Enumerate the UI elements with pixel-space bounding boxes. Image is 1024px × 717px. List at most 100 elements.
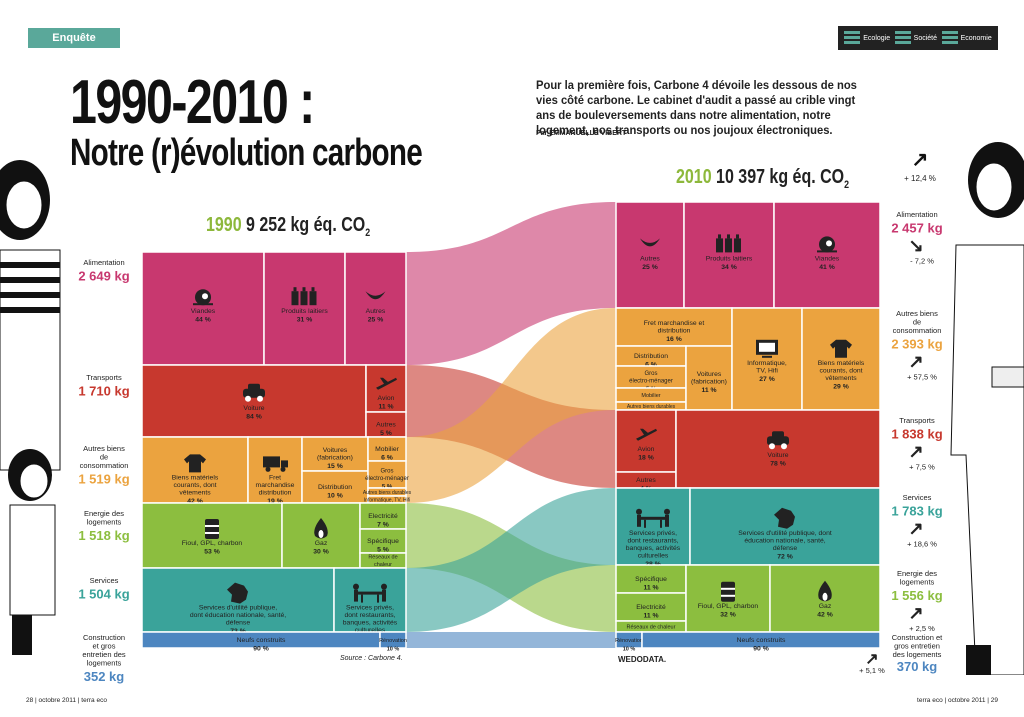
cell-bar: [615, 487, 691, 566]
flame-icon: [314, 518, 328, 539]
cell-label: Voiture: [243, 405, 264, 412]
category-value: 1 710 kg: [78, 384, 129, 399]
cell-value: 53 %: [204, 549, 220, 556]
cell-label: Autres: [636, 477, 656, 484]
chart-cell: Distribution 6 %: [615, 345, 687, 369]
chart-cell: Viandes 41 %: [773, 201, 881, 309]
table-icon: [353, 583, 387, 603]
chart-cell: Electricité 11 %: [615, 592, 687, 622]
cell-label: Informatique, TV, Hifi: [364, 498, 410, 504]
chart-cell: Produits laitiers 31 %: [263, 251, 346, 366]
category-change: - 7,2 %: [910, 257, 934, 266]
cell-label: Distribution: [634, 353, 668, 360]
cell-value: 72 %: [777, 553, 793, 560]
byline: Par EMMANUELLE VIBERT: [536, 130, 627, 137]
cell-label: Réseaux de chaleur: [368, 555, 397, 569]
cell-bar: [333, 567, 407, 633]
category-name: Transports: [86, 373, 122, 382]
cell-label: Distribution: [318, 484, 352, 491]
cell-bar: [141, 364, 367, 438]
bars-icon: [844, 31, 861, 45]
cell-bar: [685, 345, 733, 411]
credit: WEDODATA.: [618, 655, 667, 664]
cell-bar: [615, 409, 677, 473]
chart-cell: Autres 25 %: [344, 251, 407, 366]
france-icon: [774, 507, 795, 529]
cell-value: 11 %: [378, 403, 393, 410]
cell-label: Autres: [366, 308, 386, 315]
banana-icon: [365, 291, 386, 300]
cell-value: 27 %: [759, 376, 775, 383]
chart-cell: Mobilier 6 %: [367, 436, 407, 462]
category-name: Transports: [899, 416, 935, 425]
total-change: + 12,4 %: [904, 174, 936, 183]
category-name: Autres biens de consommation: [893, 309, 942, 335]
category-change: + 18,6 %: [907, 540, 937, 549]
cell-label: Gaz: [819, 603, 832, 610]
footer-right: terra eco | octobre 2011 | 29: [917, 697, 998, 704]
cell-label: Neufs construits: [737, 637, 786, 644]
topic-societe[interactable]: Société: [894, 31, 937, 45]
cell-value: 7 %: [377, 522, 389, 529]
cell-label: Autres: [640, 255, 660, 262]
flow-band: [406, 632, 616, 648]
cell-label: Rénovation: [615, 638, 643, 644]
cell-label: Rénovation: [379, 638, 407, 644]
category-value: 1 838 kg: [891, 427, 942, 442]
cell-label: Viandes: [815, 255, 840, 262]
category-value: 1 504 kg: [78, 587, 129, 602]
barrel-icon: [205, 519, 219, 539]
cell-bar: [615, 201, 685, 309]
shirt-icon: [830, 339, 852, 358]
car-icon: [767, 431, 789, 450]
cell-label: Voiture: [767, 452, 788, 459]
flow-band: [406, 308, 616, 503]
monitor-icon: [756, 339, 778, 358]
page-subtitle: Notre (r)évolution carbone: [70, 132, 423, 174]
chart-cell: Biens matériels courants, dont vêtements29…: [801, 307, 881, 411]
source-note: Source : Carbone 4.: [340, 655, 403, 662]
cell-label: Réseaux de chaleur: [627, 625, 676, 631]
cell-bar: [675, 409, 881, 489]
chart-cell: Voitures (fabrication)15 %: [301, 436, 369, 472]
cell-label: Viandes: [191, 308, 216, 315]
cell-value: 90 %: [253, 646, 269, 653]
cell-label: Electricité: [368, 513, 398, 520]
arrow-up-icon: ↗: [865, 651, 878, 668]
cell-value: 32 %: [720, 611, 736, 618]
arrow-up-icon: ↗: [908, 519, 923, 539]
footer-left: 28 | octobre 2011 | terra eco: [26, 697, 107, 704]
category-name: Services: [90, 576, 119, 585]
cell-value: 5 %: [380, 430, 392, 437]
chart-cell: Neufs construits 90 %: [641, 631, 881, 653]
flame-icon: [818, 580, 832, 602]
cell-label: Avion: [378, 395, 395, 402]
cell-label: Biens matériels courants, dont vêtements: [818, 360, 865, 382]
cell-value: 15 %: [327, 463, 343, 470]
bars-icon: [941, 31, 958, 45]
cell-value: 5 %: [377, 547, 389, 554]
cell-bar: [367, 460, 407, 489]
arrow-up-icon: ↗: [908, 603, 923, 623]
cell-bar: [615, 564, 687, 594]
cell-bar: [773, 201, 881, 309]
topic-ecologie[interactable]: Ecologie: [844, 31, 890, 45]
meat-icon: [193, 289, 213, 306]
arrow-up-icon: ↗: [908, 352, 923, 372]
category-name: Construction et gros entretien des logement…: [82, 633, 126, 668]
cell-value: 34 %: [721, 264, 737, 271]
cell-label: Spécifique: [635, 576, 667, 583]
meat-icon: [817, 236, 837, 253]
cell-label: Neufs construits: [237, 637, 286, 644]
chart-cell: Voiture 78 %: [675, 409, 881, 489]
cell-label: Services privés, dont restaurants, banques…: [343, 605, 398, 635]
plane-icon: [376, 377, 397, 390]
cell-value: 6 %: [645, 362, 657, 369]
cell-bar: [615, 592, 687, 622]
cell-bar: [247, 436, 303, 504]
topic-economie[interactable]: Economie: [941, 31, 992, 45]
